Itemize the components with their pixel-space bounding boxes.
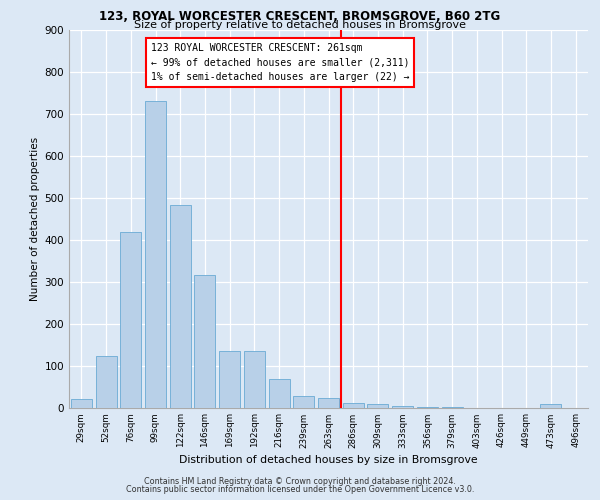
- X-axis label: Distribution of detached houses by size in Bromsgrove: Distribution of detached houses by size …: [179, 455, 478, 465]
- Text: Size of property relative to detached houses in Bromsgrove: Size of property relative to detached ho…: [134, 20, 466, 30]
- Bar: [343, 403, 364, 407]
- Bar: [120, 232, 141, 408]
- Bar: [170, 206, 191, 408]
- Text: 123, ROYAL WORCESTER CRESCENT, BROMSGROVE, B60 2TG: 123, ROYAL WORCESTER CRESCENT, BROMSGROV…: [100, 10, 500, 23]
- Bar: [244, 352, 265, 408]
- Text: Contains public sector information licensed under the Open Government Licence v3: Contains public sector information licen…: [126, 484, 474, 494]
- Bar: [219, 351, 240, 408]
- Bar: [269, 379, 290, 408]
- Text: Contains HM Land Registry data © Crown copyright and database right 2024.: Contains HM Land Registry data © Crown c…: [144, 477, 456, 486]
- Text: 123 ROYAL WORCESTER CRESCENT: 261sqm
← 99% of detached houses are smaller (2,311: 123 ROYAL WORCESTER CRESCENT: 261sqm ← 9…: [151, 42, 409, 82]
- Y-axis label: Number of detached properties: Number of detached properties: [31, 136, 40, 301]
- Bar: [541, 404, 562, 407]
- Bar: [318, 398, 339, 407]
- Bar: [194, 276, 215, 407]
- Bar: [71, 399, 92, 407]
- Bar: [417, 406, 438, 408]
- Bar: [392, 406, 413, 407]
- Bar: [145, 102, 166, 407]
- Bar: [367, 404, 388, 407]
- Bar: [293, 396, 314, 407]
- Bar: [95, 356, 116, 408]
